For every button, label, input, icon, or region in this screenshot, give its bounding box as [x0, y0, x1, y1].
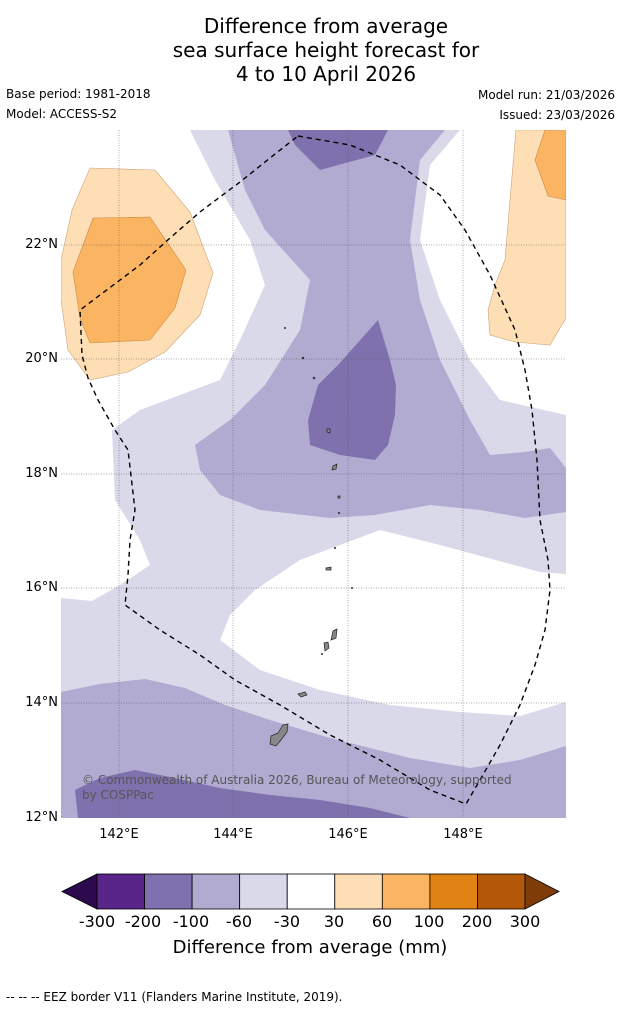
lat-label-14n: 14°N: [25, 695, 58, 710]
colorbar-extend-high: [524, 873, 560, 910]
contour-orange-east: [534, 130, 566, 201]
contour-dark-purple-north: [288, 130, 388, 170]
colorbar-segment-5: [334, 873, 383, 910]
colorbar-extend-low: [61, 873, 98, 910]
lon-label-144e: 144°E: [213, 827, 253, 842]
island-saipan: [330, 628, 338, 641]
island-small-7: [321, 653, 323, 655]
colorbar-segment-6: [381, 873, 431, 910]
model-name: Model: ACCESS-S2: [6, 107, 118, 121]
eez-border: [79, 135, 551, 805]
sea-height-map: [61, 130, 566, 818]
lat-label-18n: 18°N: [25, 466, 58, 481]
lat-label-16n: 16°N: [25, 580, 58, 595]
lat-label-20n: 20°N: [25, 351, 58, 366]
colorbar-tick-minus-100: -100: [172, 912, 210, 931]
colorbar-tick-minus-300: -300: [78, 912, 116, 931]
model-run: Model run: 21/03/2026: [477, 88, 615, 102]
island-small-1: [301, 356, 305, 360]
colorbar-segment-8: [477, 873, 526, 910]
island-anatahan: [325, 566, 332, 571]
colorbar-tick-minus-30: -30: [273, 912, 301, 931]
colorbar-tick-60: 60: [371, 912, 393, 931]
island-small-6: [351, 587, 353, 589]
colorbar-segment-1: [144, 873, 193, 910]
copyright-notice: © Commonwealth of Australia 2026, Bureau…: [82, 773, 512, 802]
eez-legend-note: -- -- -- EEZ border V11 (Flanders Marine…: [6, 990, 343, 1004]
colorbar-tick-300: 300: [509, 912, 541, 931]
islands: [269, 327, 353, 747]
contour-orange-west: [72, 216, 187, 344]
island-agrihan: [331, 463, 338, 471]
gridlines: [61, 130, 566, 818]
colorbar-tick-minus-200: -200: [124, 912, 162, 931]
chart-title: Difference from average sea surface heig…: [0, 14, 621, 86]
contour-dark-purple-south: [75, 770, 410, 818]
issued-date: Issued: 23/03/2026: [499, 108, 615, 122]
lat-label-22n: 22°N: [25, 237, 58, 252]
colorbar-tick-200: 200: [461, 912, 493, 931]
island-alamagan: [337, 495, 341, 499]
island-small-5: [337, 511, 341, 515]
lat-label-12n: 12°N: [25, 810, 58, 825]
colorbar-segment-2: [191, 873, 241, 910]
colorbar-segment-4: [286, 873, 336, 910]
colorbar-title: Difference from average (mm): [172, 937, 448, 958]
contour-medium-lavender: [195, 130, 566, 518]
colorbar-segment-0: [96, 873, 145, 910]
colorbar-segment-3: [239, 873, 288, 910]
contour-dark-purple-central: [308, 320, 396, 460]
island-pagan: [326, 428, 331, 434]
island-rota: [297, 691, 308, 698]
colorbar-tick-30: 30: [323, 912, 345, 931]
lon-label-142e: 142°E: [99, 827, 139, 842]
title-line-3: 4 to 10 April 2026: [235, 62, 417, 86]
island-guam: [269, 723, 289, 747]
title-line-1: Difference from average: [203, 14, 449, 38]
colorbar-tick-minus-60: -60: [225, 912, 253, 931]
colorbar-segment-7: [429, 873, 478, 910]
island-small-3: [284, 327, 286, 329]
title-line-2: sea surface height forecast for: [172, 38, 480, 62]
colorbar: [61, 873, 560, 910]
island-small-4: [333, 546, 337, 550]
colorbar-tick-100: 100: [413, 912, 445, 931]
lon-label-146e: 146°E: [328, 827, 368, 842]
base-period: Base period: 1981-2018: [6, 87, 151, 101]
lon-label-148e: 148°E: [443, 827, 483, 842]
island-small-2: [312, 376, 316, 380]
island-tinian: [323, 641, 330, 652]
